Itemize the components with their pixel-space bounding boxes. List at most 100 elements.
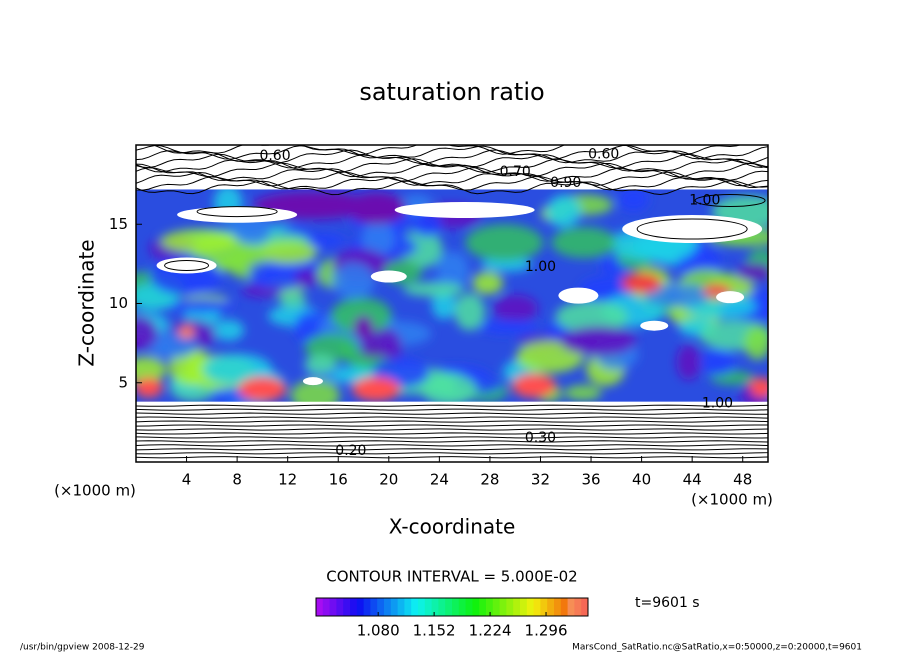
- blob: [560, 325, 637, 356]
- blob: [412, 210, 443, 237]
- colorbar-cell: [540, 598, 548, 616]
- colorbar-cell: [520, 598, 528, 616]
- blob: [546, 194, 581, 228]
- contour-line: [136, 180, 768, 196]
- contour-label: 1.00: [689, 192, 720, 208]
- blob: [465, 224, 544, 262]
- x-tick-label: 20: [379, 471, 398, 489]
- colorbar-cell: [322, 598, 331, 616]
- contour-line: [136, 432, 768, 435]
- colorbar-tick-label: 1.152: [413, 622, 456, 640]
- x-unit: (×1000 m): [691, 491, 773, 509]
- colorbar-cell: [567, 598, 575, 616]
- x-tick-label: 28: [480, 471, 499, 489]
- blank: [177, 206, 298, 223]
- x-tick-label: 4: [182, 471, 192, 489]
- x-tick-label: 16: [329, 471, 348, 489]
- blank: [640, 320, 669, 331]
- contour-line: [136, 448, 768, 451]
- colorbar-cell: [499, 598, 507, 616]
- contour-label: 0.70: [500, 164, 531, 180]
- blob: [676, 344, 701, 381]
- contour-interval: CONTOUR INTERVAL = 5.000E-02: [326, 568, 577, 586]
- colorbar-cell: [560, 598, 569, 616]
- colorbar-cell: [390, 598, 399, 616]
- colorbar-cell: [384, 598, 392, 616]
- contour-line: [136, 149, 768, 165]
- blob: [480, 257, 533, 272]
- blob: [353, 315, 374, 340]
- contour-line: [136, 162, 768, 178]
- colorbar-cell: [506, 598, 514, 616]
- blob: [278, 291, 307, 308]
- contour-lines: [136, 145, 768, 459]
- colorbar-cell: [472, 598, 480, 616]
- blob: [331, 262, 375, 299]
- colorbar-cell: [574, 598, 582, 616]
- colorbar-cell: [445, 598, 453, 616]
- colorbar-cell: [411, 598, 419, 616]
- blob: [492, 294, 539, 322]
- blank: [370, 270, 407, 283]
- contour-line: [136, 420, 768, 423]
- x-tick-label: 8: [232, 471, 242, 489]
- contour-ring: [164, 259, 210, 271]
- blob: [249, 262, 281, 283]
- blob: [136, 377, 163, 398]
- blob: [330, 297, 392, 334]
- colorbar-cell: [397, 598, 405, 616]
- contour-line: [136, 456, 768, 459]
- blob: [621, 272, 662, 293]
- blob: [744, 325, 768, 360]
- colorbar-cell: [458, 598, 467, 616]
- footer-right: MarsCond_SatRatio.nc@SatRatio,x=0:50000,…: [572, 643, 862, 653]
- blank: [622, 215, 763, 244]
- blank: [716, 291, 745, 304]
- blob: [564, 385, 602, 401]
- blob: [420, 373, 477, 406]
- contour-line: [136, 408, 768, 411]
- colorbar-cell: [479, 598, 487, 616]
- top-blank: [136, 145, 768, 190]
- blob: [168, 298, 235, 313]
- contour-label: 1.00: [525, 259, 556, 275]
- x-tick-label: 36: [581, 471, 600, 489]
- contour-ring: [694, 193, 766, 207]
- x-axis-label: X-coordinate: [389, 515, 516, 539]
- blob: [352, 377, 401, 402]
- colorbar-tick-label: 1.080: [357, 622, 400, 640]
- colorbar-cell: [336, 598, 344, 616]
- blob: [512, 373, 557, 398]
- blob: [749, 377, 768, 398]
- contour-line: [136, 404, 768, 407]
- colorbar-cell: [465, 598, 473, 616]
- contour-line: [136, 153, 768, 169]
- blob: [202, 353, 273, 385]
- blob: [551, 226, 617, 259]
- colorbar-cell: [343, 598, 351, 616]
- blob: [257, 240, 318, 264]
- blob: [454, 293, 486, 331]
- blank: [302, 377, 323, 386]
- contour-line: [136, 440, 768, 443]
- contour-line: [136, 416, 768, 419]
- colorbar-tick-label: 1.296: [525, 622, 568, 640]
- colorbar-cell: [431, 598, 439, 616]
- colorbar-cell: [424, 598, 433, 616]
- time-label: t=9601 s: [635, 595, 700, 611]
- blob: [472, 271, 504, 295]
- y-tick-label: 5: [118, 373, 128, 391]
- colorbar-cell: [554, 598, 562, 616]
- colorbar-cell: [581, 598, 589, 616]
- contour-line: [136, 412, 768, 415]
- colorbar-cell: [404, 598, 412, 616]
- colorbar-cell: [316, 598, 324, 616]
- blob: [618, 186, 649, 212]
- contour-line: [136, 452, 768, 455]
- blob: [402, 281, 465, 297]
- blob: [479, 319, 539, 335]
- colorbar-cell: [418, 598, 426, 616]
- colorbar-cell: [533, 598, 541, 616]
- blob: [361, 221, 396, 256]
- blob: [436, 251, 469, 289]
